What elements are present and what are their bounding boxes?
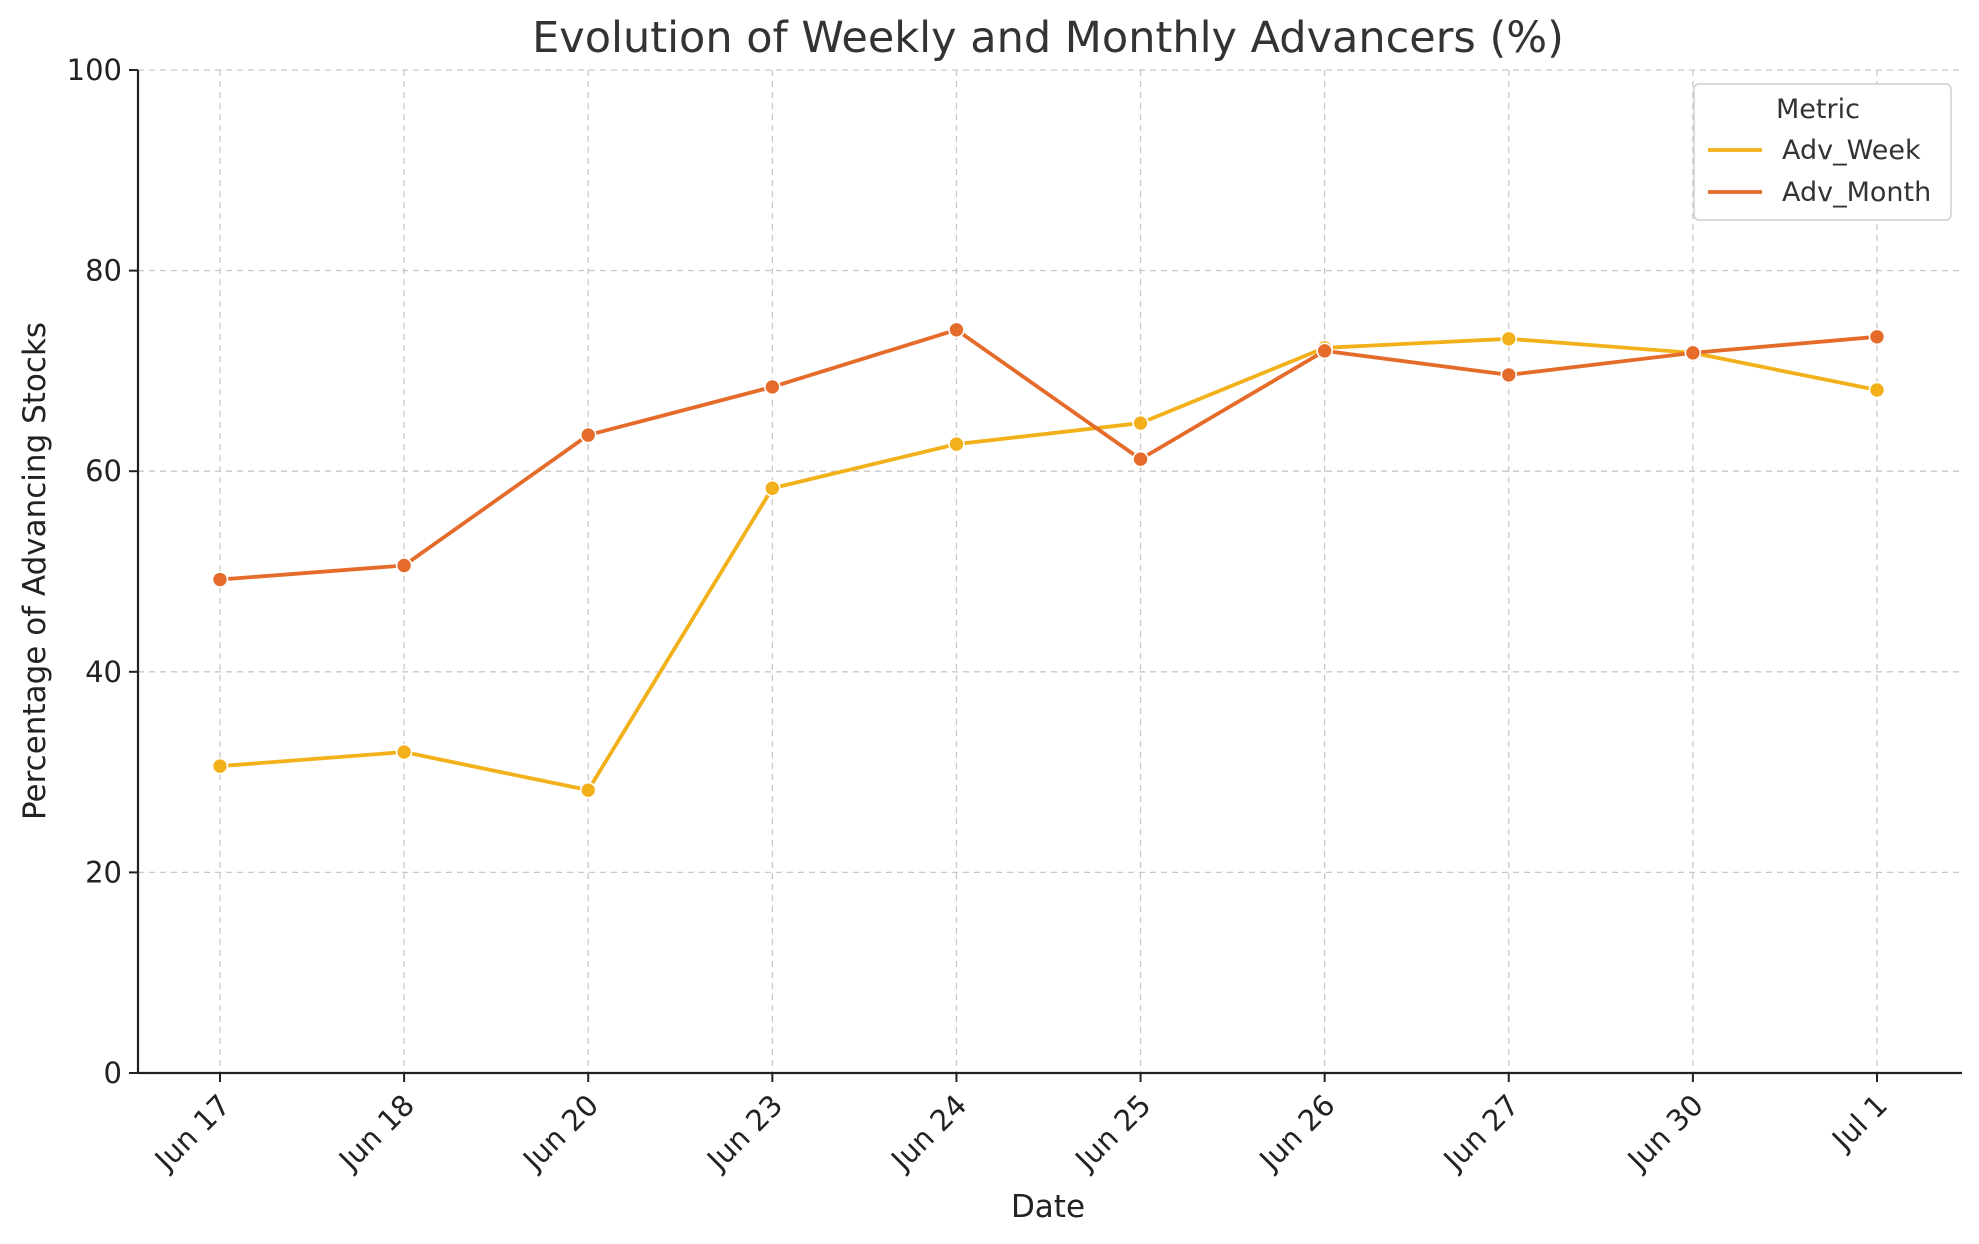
x-tick-label: Jun 25	[1067, 1088, 1157, 1178]
data-point	[1132, 414, 1149, 432]
data-point	[1132, 450, 1149, 468]
data-point	[1868, 381, 1886, 399]
data-point	[1500, 330, 1518, 348]
y-tick-label: 40	[85, 655, 122, 689]
gridlines	[138, 69, 1962, 1074]
data-point	[764, 479, 781, 497]
x-tick-label: Jun 30	[1620, 1088, 1710, 1178]
legend-label: Adv_Month	[1782, 177, 1931, 208]
data-point	[211, 571, 229, 588]
data-point	[948, 435, 965, 453]
y-tick-label: 100	[67, 53, 122, 87]
x-tick-label: Jun 17	[147, 1088, 237, 1178]
x-tick-label: Jun 23	[699, 1088, 789, 1178]
series-lines	[211, 321, 1886, 799]
x-tick-label: Jun 26	[1252, 1088, 1342, 1178]
x-tick-label: Jul 1	[1824, 1088, 1894, 1158]
y-tick-label: 0	[104, 1056, 122, 1090]
data-point	[1500, 366, 1518, 384]
y-axis-ticks: 0 20 40 60 80 100	[67, 53, 138, 1090]
y-axis-label: Percentage of Advancing Stocks	[17, 322, 53, 820]
legend-label: Adv_Week	[1782, 135, 1921, 166]
x-axis-ticks: Jun 17 Jun 18 Jun 20 Jun 23 Jun 24 Jun 25 Jun …	[147, 1073, 1894, 1178]
x-tick-label: Jun 24	[883, 1088, 973, 1178]
legend-items: Adv_Week Adv_Month	[1708, 135, 1931, 208]
x-tick-label: Jun 20	[515, 1088, 605, 1178]
legend-box	[1693, 83, 1952, 221]
data-point	[395, 743, 413, 761]
data-point	[579, 426, 597, 444]
data-point	[395, 557, 413, 574]
data-point	[764, 378, 781, 396]
series-line	[218, 336, 1879, 793]
data-point	[579, 781, 597, 799]
series-line	[218, 327, 1879, 582]
axes	[136, 70, 1962, 1075]
y-tick-label: 20	[85, 855, 122, 889]
legend-title: Metric	[1776, 94, 1860, 125]
legend: Metric Adv_Week Adv_Month	[1693, 83, 1952, 221]
data-point	[1316, 342, 1333, 360]
data-point	[1868, 328, 1886, 346]
data-point	[1684, 344, 1702, 362]
x-axis-label: Date	[1011, 1189, 1085, 1225]
y-tick-label: 60	[85, 454, 122, 488]
x-tick-label: Jun 27	[1436, 1088, 1526, 1178]
series-Adv_Month	[211, 321, 1886, 588]
data-point	[948, 321, 965, 339]
chart-title: Evolution of Weekly and Monthly Advancer…	[532, 13, 1564, 63]
x-tick-label: Jun 18	[331, 1088, 421, 1178]
y-tick-label: 80	[85, 254, 122, 288]
series-Adv_Week	[211, 330, 1886, 799]
data-point	[211, 757, 229, 775]
